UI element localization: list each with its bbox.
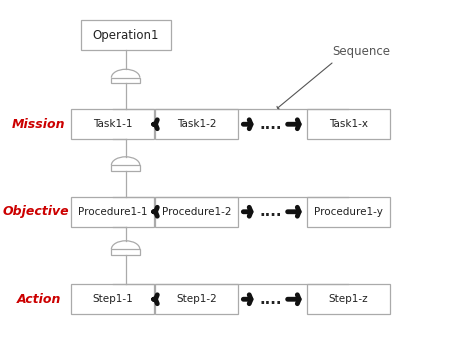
FancyBboxPatch shape — [111, 78, 140, 83]
FancyBboxPatch shape — [307, 109, 390, 139]
FancyBboxPatch shape — [155, 197, 238, 227]
FancyBboxPatch shape — [111, 165, 140, 171]
Text: Step1-1: Step1-1 — [92, 294, 133, 304]
FancyBboxPatch shape — [307, 197, 390, 227]
Text: Objective: Objective — [2, 205, 69, 218]
Text: Step1-2: Step1-2 — [176, 294, 217, 304]
Text: Task1-2: Task1-2 — [177, 119, 217, 129]
FancyBboxPatch shape — [155, 109, 238, 139]
Text: Action: Action — [17, 293, 61, 306]
Text: Task1-1: Task1-1 — [93, 119, 133, 129]
FancyBboxPatch shape — [111, 249, 140, 255]
FancyBboxPatch shape — [307, 284, 390, 314]
FancyBboxPatch shape — [81, 20, 171, 50]
Text: Mission: Mission — [12, 118, 65, 131]
Text: Procedure1-2: Procedure1-2 — [162, 207, 231, 217]
Text: ....: .... — [259, 292, 282, 307]
FancyBboxPatch shape — [71, 109, 155, 139]
Text: Procedure1-1: Procedure1-1 — [78, 207, 147, 217]
FancyBboxPatch shape — [155, 284, 238, 314]
Text: Procedure1-y: Procedure1-y — [314, 207, 383, 217]
Text: Operation1: Operation1 — [92, 28, 159, 42]
Text: ....: .... — [259, 204, 282, 219]
Text: Step1-z: Step1-z — [328, 294, 368, 304]
Text: Task1-x: Task1-x — [329, 119, 368, 129]
Text: Sequence: Sequence — [332, 45, 390, 58]
Text: ....: .... — [259, 117, 282, 132]
FancyBboxPatch shape — [71, 197, 155, 227]
FancyBboxPatch shape — [71, 284, 155, 314]
